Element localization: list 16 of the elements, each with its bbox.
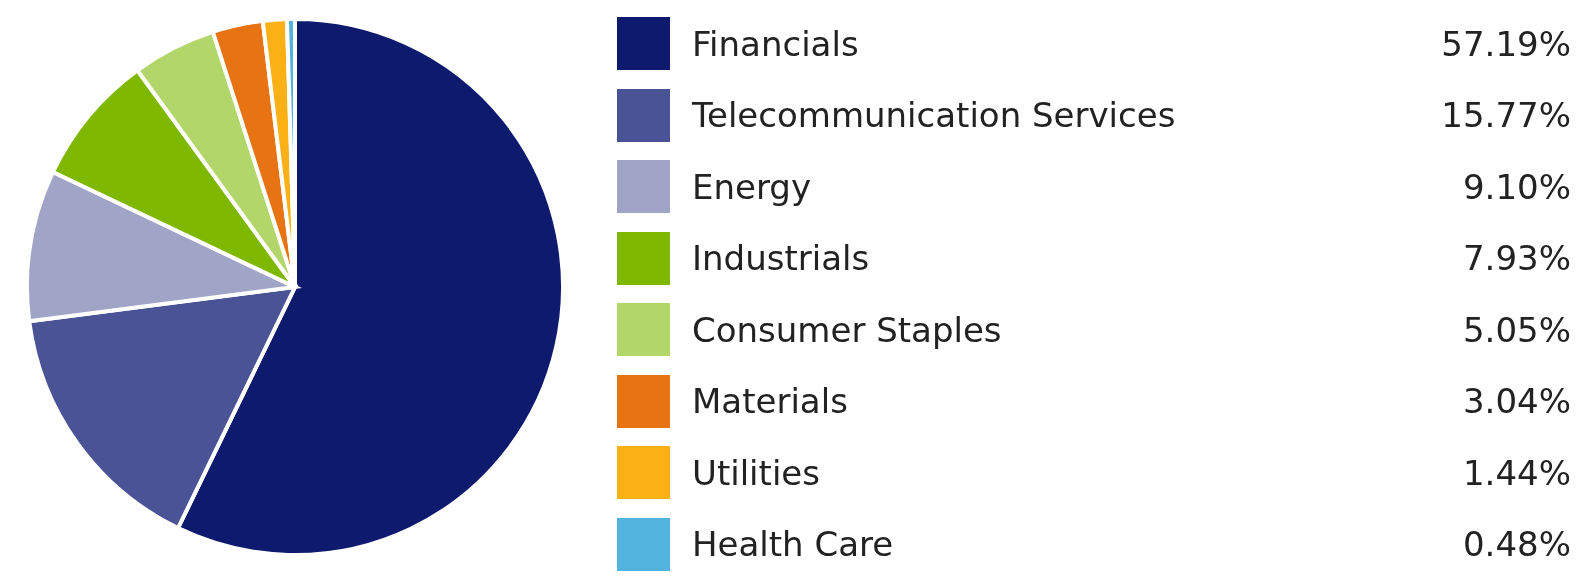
data-label: 3.04% bbox=[1462, 381, 1571, 422]
legend-label: Industrials bbox=[692, 238, 871, 279]
legend-label: Telecommunication Services bbox=[692, 95, 1177, 136]
legend-label: Materials bbox=[692, 381, 849, 422]
data-label: 1.44% bbox=[1462, 452, 1571, 493]
data-label: 0.48% bbox=[1462, 524, 1571, 565]
data-label: 9.10% bbox=[1462, 166, 1571, 207]
legend-label: Utilities bbox=[692, 452, 821, 493]
data-label: 15.77% bbox=[1441, 95, 1571, 136]
legend-label: Health Care bbox=[692, 524, 895, 565]
data-label: 5.05% bbox=[1462, 309, 1571, 350]
legend-label: Consumer Staples bbox=[692, 309, 1003, 350]
data-label: 7.93% bbox=[1462, 238, 1571, 279]
legend-label: Financials bbox=[692, 23, 860, 64]
data-label: 57.19% bbox=[1441, 23, 1571, 64]
legend-label: Energy bbox=[692, 166, 813, 207]
